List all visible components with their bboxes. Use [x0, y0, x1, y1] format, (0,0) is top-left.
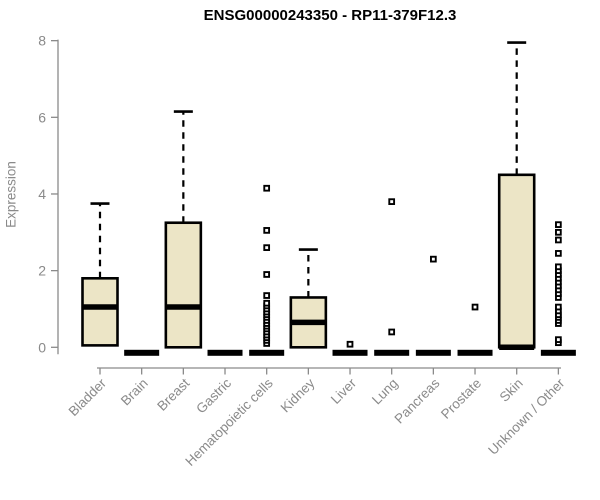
collapsed-box — [415, 349, 451, 356]
x-category-label: Liver — [328, 375, 360, 407]
outlier-point — [263, 227, 271, 234]
outlier-point — [555, 336, 562, 343]
outlier-point — [388, 328, 396, 336]
x-category-label: Breast — [154, 375, 192, 413]
y-tick-label: 6 — [38, 109, 46, 125]
outlier-point — [263, 292, 271, 299]
chart-title: ENSG00000243350 - RP11-379F12.3 — [203, 7, 457, 24]
x-category-label: Lung — [369, 376, 401, 408]
outlier-point — [555, 250, 562, 257]
outlier-point — [555, 303, 562, 311]
collapsed-box — [249, 349, 285, 356]
outlier-point — [471, 303, 479, 311]
outlier-point — [388, 198, 396, 205]
box-iqr — [497, 173, 536, 349]
y-tick-label: 4 — [38, 186, 46, 202]
collapsed-box — [124, 349, 160, 356]
y-tick-label: 8 — [38, 33, 46, 49]
outlier-point — [263, 244, 271, 251]
x-category-label: Skin — [497, 376, 526, 405]
collapsed-box — [207, 349, 243, 356]
x-category-label: Gastric — [193, 375, 234, 416]
outlier-point — [430, 255, 437, 263]
y-tick-label: 2 — [38, 263, 46, 279]
x-category-label: Bladder — [66, 375, 110, 419]
collapsed-box — [332, 349, 368, 356]
collapsed-box — [374, 349, 410, 356]
collapsed-box — [540, 349, 576, 356]
y-tick-label: 0 — [38, 339, 46, 355]
box-iqr — [81, 277, 119, 347]
box-iqr — [164, 221, 203, 349]
outlier-point — [263, 299, 271, 307]
outlier-point — [263, 184, 271, 192]
x-category-label: Brain — [118, 376, 151, 409]
outlier-point — [555, 263, 562, 271]
x-category-label: Prostate — [438, 376, 484, 422]
x-category-label: Kidney — [278, 375, 318, 415]
collapsed-box — [457, 349, 493, 356]
x-category-label: Unknown / Other — [485, 375, 568, 458]
outlier-point — [555, 228, 562, 236]
outlier-point — [346, 340, 354, 348]
outlier-point — [555, 236, 562, 244]
outlier-point — [555, 221, 562, 228]
outlier-point — [263, 271, 271, 278]
x-category-label: Pancreas — [392, 375, 443, 426]
